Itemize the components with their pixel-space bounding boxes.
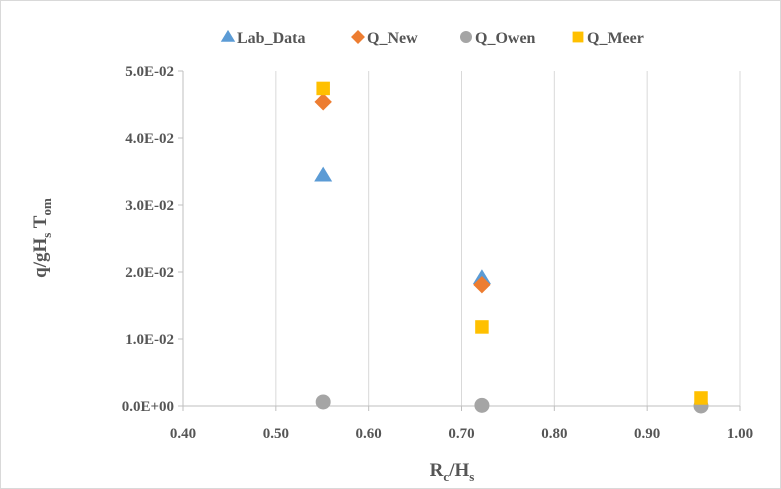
x-tick-label: 0.60	[356, 426, 382, 442]
legend: Lab_Data Q_New Q_Owen Q_Meer	[220, 29, 644, 47]
x-tick-label: 0.90	[634, 426, 660, 442]
legend-item: Q_New	[351, 30, 418, 47]
series-q-new	[314, 93, 491, 294]
legend-marker	[460, 31, 472, 43]
data-point	[314, 93, 332, 111]
y-tick-label: 5.0E-02	[125, 64, 174, 80]
y-tick-label: 4.0E-02	[125, 131, 174, 147]
data-point	[316, 81, 330, 96]
data-point	[314, 166, 333, 182]
y-tick-label: 0.0E+00	[122, 399, 174, 415]
x-tick-label: 0.80	[541, 426, 567, 442]
x-tick-label: 1.00	[727, 426, 753, 442]
x-tick-label: 0.50	[263, 426, 289, 442]
data-point	[474, 397, 490, 413]
x-axis-title: Rc/Hs	[430, 460, 475, 484]
legend-marker	[220, 29, 236, 42]
series-layer	[314, 81, 709, 414]
legend-item: Lab_Data	[220, 29, 305, 47]
legend-marker	[351, 30, 365, 44]
y-tick-label: 2.0E-02	[125, 265, 174, 281]
x-tick-label: 0.70	[448, 426, 474, 442]
legend-label: Lab_Data	[237, 30, 305, 47]
data-point	[473, 276, 491, 294]
series-q-meer	[316, 81, 708, 405]
legend-item: Q_Meer	[572, 30, 644, 47]
y-tick-labels: 0.0E+00 1.0E-02 2.0E-02 3.0E-02 4.0E-02 5.0E-…	[122, 64, 174, 415]
y-tick-label: 3.0E-02	[125, 198, 174, 214]
legend-label: Q_Meer	[587, 30, 644, 47]
y-axis-title: q/gHs Tom	[30, 198, 54, 278]
y-tick-label: 1.0E-02	[125, 332, 174, 348]
axes	[178, 70, 741, 411]
data-point	[694, 391, 708, 405]
x-tick-label: 0.40	[170, 426, 196, 442]
gridlines	[275, 71, 741, 406]
data-point	[315, 394, 331, 410]
legend-label: Q_New	[367, 30, 418, 47]
legend-label: Q_Owen	[475, 30, 536, 47]
data-point	[475, 320, 489, 334]
x-tick-labels: 0.40 0.50 0.60 0.70 0.80 0.90 1.00	[170, 426, 753, 442]
legend-marker	[572, 31, 584, 43]
legend-item: Q_Owen	[460, 30, 536, 47]
